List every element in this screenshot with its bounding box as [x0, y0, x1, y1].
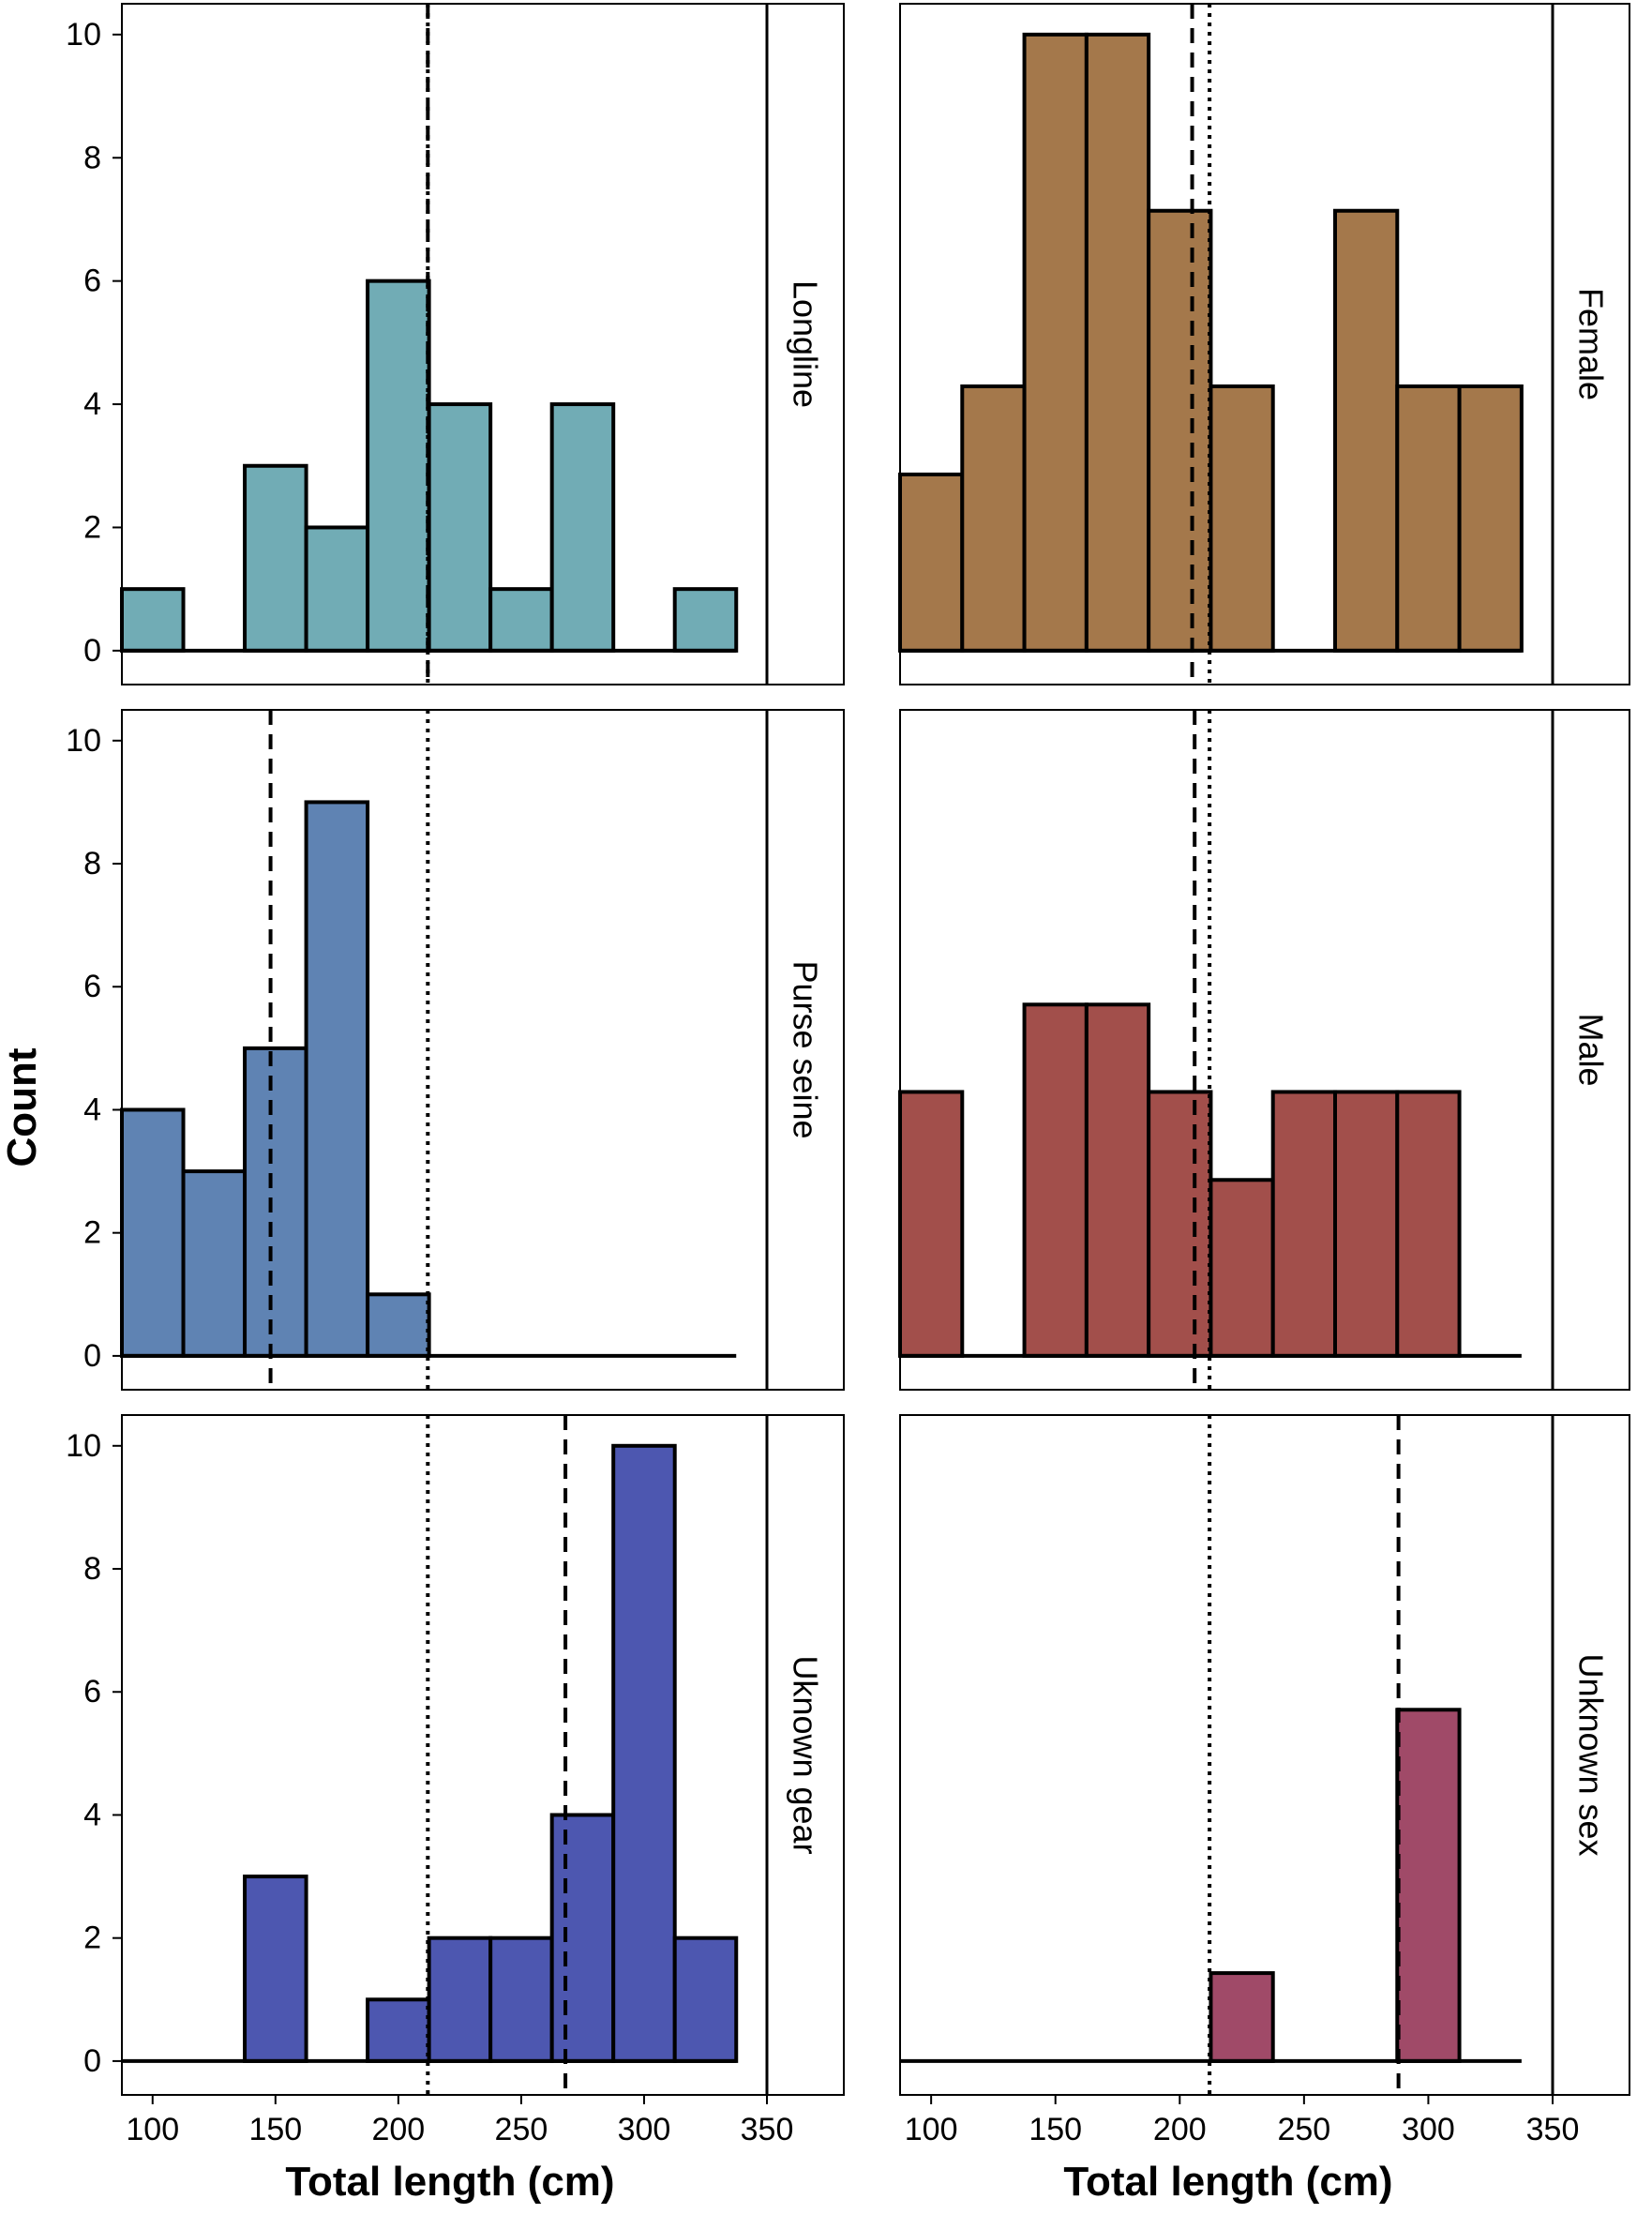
y-tick-label: 0 — [83, 1338, 101, 1374]
panel-unknown-sex: Unknown sex 100 150 200 250 300 350 — [899, 1414, 1630, 2147]
histogram-bar — [1333, 208, 1400, 653]
histogram-bar — [243, 463, 308, 653]
histogram-bar — [1084, 32, 1151, 653]
panel-female: Female — [898, 3, 1630, 685]
histogram-bar — [1209, 1178, 1275, 1358]
strip-label-longline: Longline — [787, 280, 825, 408]
panel-male: Male — [898, 709, 1630, 1391]
strip-label-female: Female — [1572, 288, 1611, 400]
x-tick-label: 150 — [248, 2112, 302, 2147]
histogram-bar — [366, 1292, 431, 1358]
panel-frame — [899, 3, 1630, 685]
histogram-bar — [1395, 1708, 1462, 2063]
x-tick-label: 100 — [126, 2112, 179, 2147]
histogram-bar — [898, 472, 965, 653]
x-axis-title-left: Total length (cm) — [285, 2159, 614, 2205]
y-tick-label: 10 — [66, 723, 101, 759]
histogram-bar — [1147, 1090, 1213, 1358]
histogram-bar — [427, 402, 493, 653]
strip-label-purse-seine: Purse seine — [787, 960, 825, 1138]
y-tick-label: 0 — [83, 633, 101, 669]
histogram-bar — [304, 525, 370, 653]
y-tick-label: 6 — [83, 969, 101, 1004]
histogram-bar — [120, 1107, 186, 1358]
histogram-bar — [549, 1813, 616, 2063]
y-tick-label: 8 — [83, 140, 101, 175]
x-tick-label: 100 — [905, 2112, 958, 2147]
x-tick-label: 300 — [618, 2112, 671, 2147]
histogram-bar — [181, 1169, 248, 1358]
histogram-bar — [1147, 208, 1213, 653]
histogram-bar — [1395, 1090, 1462, 1358]
histogram-bar — [1209, 1971, 1275, 2063]
histogram-bar — [1270, 1090, 1337, 1358]
histogram-bar — [1084, 1002, 1151, 1358]
x-tick-label: 350 — [741, 2112, 794, 2147]
histogram-bar — [611, 1443, 677, 2063]
histogram-bar — [304, 800, 370, 1358]
x-tick-label: 200 — [371, 2112, 425, 2147]
y-tick-label: 4 — [83, 1797, 101, 1832]
y-tick-label: 4 — [83, 386, 101, 422]
y-tick-label: 2 — [83, 1215, 101, 1251]
y-tick-label: 10 — [66, 17, 101, 53]
histogram-bar — [427, 1935, 493, 2063]
histogram-bar — [1022, 32, 1089, 653]
y-tick-label: 8 — [83, 1551, 101, 1587]
histogram-bar — [366, 1997, 431, 2063]
histogram-bar — [1333, 1090, 1400, 1358]
histogram-bar — [1209, 384, 1275, 653]
panel-frame — [121, 3, 845, 685]
x-tick-label: 200 — [1153, 2112, 1207, 2147]
strip-label-uknown-gear: Uknown gear — [787, 1655, 825, 1854]
histogram-bar — [960, 384, 1027, 653]
panel-purse-seine: Purse seine 0 2 4 6 8 10 — [66, 709, 845, 1391]
histogram-bar — [488, 587, 554, 653]
histogram-bar — [120, 587, 186, 653]
y-tick-label: 4 — [83, 1092, 101, 1127]
x-tick-label: 150 — [1029, 2112, 1082, 2147]
histogram-bar — [898, 1090, 965, 1358]
panel-frame — [121, 709, 845, 1391]
histogram-bar — [672, 1935, 739, 2063]
y-axis-title: Count — [0, 1047, 45, 1167]
panel-longline: Longline 0 2 4 6 8 10 — [66, 3, 845, 685]
panel-frame — [121, 1414, 845, 2096]
histogram-bar — [549, 402, 616, 653]
histogram-bar — [243, 1046, 308, 1358]
histogram-bar — [243, 1875, 308, 2063]
y-tick-label: 2 — [83, 1920, 101, 1956]
y-tick-label: 6 — [83, 264, 101, 299]
panel-frame — [899, 709, 1630, 1391]
x-tick-label: 350 — [1526, 2112, 1580, 2147]
y-tick-label: 6 — [83, 1674, 101, 1709]
x-tick-label: 300 — [1402, 2112, 1455, 2147]
y-tick-label: 8 — [83, 846, 101, 881]
y-tick-label: 2 — [83, 509, 101, 545]
x-axis-title-right: Total length (cm) — [1063, 2159, 1392, 2205]
histogram-bar — [1395, 384, 1462, 653]
histogram-bar — [1457, 384, 1524, 653]
x-tick-label: 250 — [495, 2112, 548, 2147]
histogram-bar — [366, 279, 431, 653]
y-tick-label: 10 — [66, 1428, 101, 1464]
y-tick-label: 0 — [83, 2043, 101, 2079]
x-tick-label: 250 — [1277, 2112, 1330, 2147]
panel-uknown-gear: Uknown gear 0 2 4 6 8 10 100 150 200 250 300 350 — [66, 1414, 845, 2147]
strip-label-unknown-sex: Unknown sex — [1572, 1653, 1611, 1856]
histogram-bar — [488, 1935, 554, 2063]
histogram-bar — [1022, 1002, 1089, 1358]
strip-label-male: Male — [1572, 1013, 1611, 1086]
histogram-bar — [672, 587, 739, 653]
panel-frame — [899, 1414, 1630, 2096]
